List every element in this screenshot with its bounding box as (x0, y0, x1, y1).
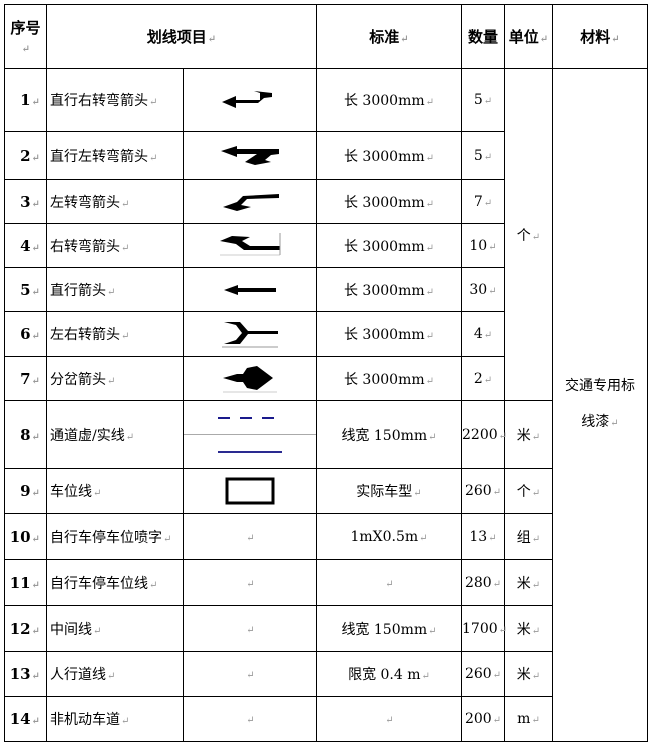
item-name: 直行箭头 (46, 267, 184, 312)
qty-cell: 5 (461, 68, 505, 132)
qty-cell: 10 (461, 223, 505, 268)
row-number: 11 (4, 559, 47, 606)
qty-cell: 30 (461, 267, 505, 312)
item-name: 通道虚/实线 (46, 400, 184, 469)
table-row: 3左转弯箭头 长 3000mm7 (4, 179, 648, 224)
row-number: 8 (4, 400, 47, 469)
standard-cell: 实际车型 (316, 468, 462, 514)
marking-table: 序号 划线项目 标准 数量 单位 材料 1直行右转弯箭头长 3000mm5个交通… (4, 4, 648, 742)
item-name: 自行车停车位线 (46, 559, 184, 606)
row-number: 9 (4, 468, 47, 514)
table-row: 9车位线 实际车型260个 (4, 468, 648, 514)
header-unit: 单位 (504, 4, 553, 69)
table-row: 10自行车停车位喷字 1mX0.5m13组 (4, 513, 648, 560)
unit-cell: 个 (504, 68, 553, 401)
standard-cell: 限宽 0.4 m (316, 651, 462, 697)
row-number: 2 (4, 131, 47, 180)
dashed-solid-line-icon (183, 400, 317, 469)
table-row: 5直行箭头 长 3000mm30 (4, 267, 648, 312)
empty-icon-cell (183, 651, 317, 697)
row-number: 4 (4, 223, 47, 268)
header-item: 划线项目 (46, 4, 317, 69)
item-name: 直行右转弯箭头 (46, 68, 184, 132)
qty-cell: 2200 (461, 400, 505, 469)
fork-arrow-icon (183, 356, 317, 401)
standard-cell: 长 3000mm (316, 68, 462, 132)
table-row: 6左右转箭头 长 3000mm4 (4, 311, 648, 357)
item-name: 直行左转弯箭头 (46, 131, 184, 180)
row-number: 13 (4, 651, 47, 697)
empty-icon-cell (183, 513, 317, 560)
row-number: 12 (4, 605, 47, 652)
right-turn-arrow-icon (183, 223, 317, 268)
unit-cell: 组 (504, 513, 553, 560)
row-number: 5 (4, 267, 47, 312)
unit-cell: 米 (504, 559, 553, 606)
qty-cell: 200 (461, 696, 505, 742)
straight-left-arrow-icon (183, 131, 317, 180)
qty-cell: 7 (461, 179, 505, 224)
unit-cell: m (504, 696, 553, 742)
item-name: 左转弯箭头 (46, 179, 184, 224)
header-material: 材料 (552, 4, 648, 69)
qty-cell: 13 (461, 513, 505, 560)
standard-cell: 长 3000mm (316, 179, 462, 224)
parking-rectangle-icon (183, 468, 317, 514)
qty-cell: 260 (461, 651, 505, 697)
row-number: 3 (4, 179, 47, 224)
header-qty: 数量 (461, 4, 505, 69)
item-name: 中间线 (46, 605, 184, 652)
qty-cell: 260 (461, 468, 505, 514)
table-row: 1直行右转弯箭头长 3000mm5个交通专用标线漆 (4, 68, 648, 742)
header-standard: 标准 (316, 4, 462, 69)
standard-cell (316, 559, 462, 606)
row-number: 6 (4, 311, 47, 357)
table-row: 12中间线 线宽 150mm1700米 (4, 605, 648, 652)
qty-cell: 1700 (461, 605, 505, 652)
qty-cell: 5 (461, 131, 505, 180)
material-cell: 交通专用标 线漆 (552, 68, 648, 742)
unit-cell: 个 (504, 468, 553, 514)
table-row: 13人行道线 限宽 0.4 m260米 (4, 651, 648, 697)
standard-cell: 1mX0.5m (316, 513, 462, 560)
table-row: 8通道虚/实线 线宽 150mm2200米 (4, 400, 648, 469)
table-row: 4右转弯箭头 长 3000mm10 (4, 223, 648, 268)
left-turn-arrow-icon (183, 179, 317, 224)
standard-cell: 长 3000mm (316, 267, 462, 312)
row-number: 7 (4, 356, 47, 401)
unit-cell: 米 (504, 605, 553, 652)
standard-cell: 长 3000mm (316, 131, 462, 180)
item-name: 分岔箭头 (46, 356, 184, 401)
standard-cell: 长 3000mm (316, 311, 462, 357)
header-no: 序号 (4, 4, 47, 69)
left-right-arrow-icon (183, 311, 317, 357)
row-number: 14 (4, 696, 47, 742)
item-name: 右转弯箭头 (46, 223, 184, 268)
header-row: 序号 划线项目 标准 数量 单位 材料 (4, 4, 648, 69)
item-name: 车位线 (46, 468, 184, 514)
standard-cell: 线宽 150mm (316, 400, 462, 469)
straight-right-arrow-icon (183, 68, 317, 132)
standard-cell (316, 696, 462, 742)
straight-arrow-icon (183, 267, 317, 312)
item-name: 自行车停车位喷字 (46, 513, 184, 560)
table-row: 14非机动车道 200m (4, 696, 648, 742)
row-number: 10 (4, 513, 47, 560)
table-row: 11自行车停车位线 280米 (4, 559, 648, 606)
empty-icon-cell (183, 696, 317, 742)
standard-cell: 长 3000mm (316, 356, 462, 401)
item-name: 人行道线 (46, 651, 184, 697)
item-name: 左右转箭头 (46, 311, 184, 357)
qty-cell: 280 (461, 559, 505, 606)
unit-cell: 米 (504, 651, 553, 697)
qty-cell: 4 (461, 311, 505, 357)
standard-cell: 长 3000mm (316, 223, 462, 268)
standard-cell: 线宽 150mm (316, 605, 462, 652)
unit-cell: 米 (504, 400, 553, 469)
empty-icon-cell (183, 605, 317, 652)
empty-icon-cell (183, 559, 317, 606)
qty-cell: 2 (461, 356, 505, 401)
row-number: 1 (4, 68, 47, 132)
item-name: 非机动车道 (46, 696, 184, 742)
